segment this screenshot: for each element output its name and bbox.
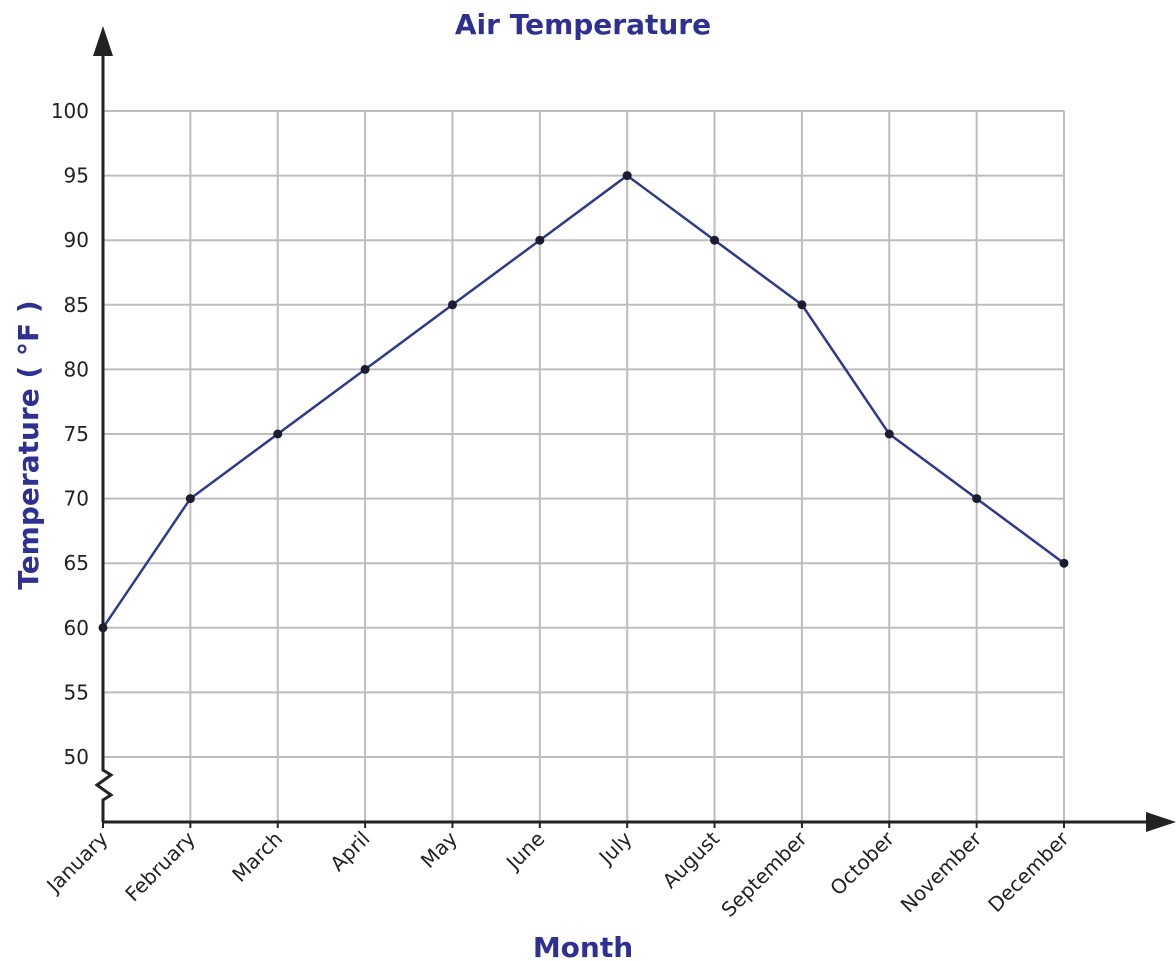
x-tick-label: January bbox=[41, 826, 113, 898]
x-tick-label: June bbox=[500, 827, 549, 876]
x-tick-label: November bbox=[896, 826, 987, 917]
point bbox=[360, 364, 370, 374]
x-tick-label: August bbox=[658, 826, 725, 893]
x-tick-label: October bbox=[825, 826, 899, 900]
grid bbox=[102, 110, 1065, 828]
plot bbox=[98, 171, 1069, 633]
point bbox=[622, 171, 632, 181]
y-tick-label: 65 bbox=[64, 551, 89, 575]
y-tick-label: 75 bbox=[64, 422, 89, 446]
y-tick-label: 70 bbox=[64, 487, 89, 511]
x-tick-label: April bbox=[325, 827, 374, 876]
y-axis bbox=[94, 48, 114, 822]
x-tick-label: September bbox=[716, 826, 812, 922]
point bbox=[710, 235, 720, 245]
x-tick-label: May bbox=[416, 826, 462, 872]
y-tick-label: 95 bbox=[64, 164, 89, 188]
y-tick-label: 90 bbox=[64, 228, 89, 252]
y-tick-label: 100 bbox=[51, 99, 89, 123]
point bbox=[447, 300, 457, 310]
x-tick-label: July bbox=[593, 826, 637, 870]
point bbox=[972, 494, 982, 504]
point bbox=[185, 494, 195, 504]
y-tick-label: 50 bbox=[64, 745, 89, 769]
line bbox=[101, 174, 1065, 629]
point bbox=[797, 300, 807, 310]
y-tick-label: 60 bbox=[64, 616, 89, 640]
y-axis-title: Temperature ( °F ) bbox=[12, 300, 45, 589]
y-tick-label: 80 bbox=[64, 357, 89, 381]
x-tick-label: December bbox=[983, 826, 1074, 917]
point bbox=[884, 429, 894, 439]
x-tick-label: March bbox=[227, 827, 287, 887]
x-axis-title: Month bbox=[533, 931, 633, 961]
point bbox=[1059, 558, 1069, 568]
chart-title: Air Temperature bbox=[455, 8, 711, 41]
point bbox=[273, 429, 283, 439]
point bbox=[535, 235, 545, 245]
x-axis-arrow bbox=[1146, 812, 1176, 832]
y-tick-label: 55 bbox=[64, 680, 89, 704]
y-axis-arrow bbox=[93, 26, 113, 56]
x-tick-label: February bbox=[120, 826, 200, 906]
y-tick-label: 85 bbox=[64, 293, 89, 317]
